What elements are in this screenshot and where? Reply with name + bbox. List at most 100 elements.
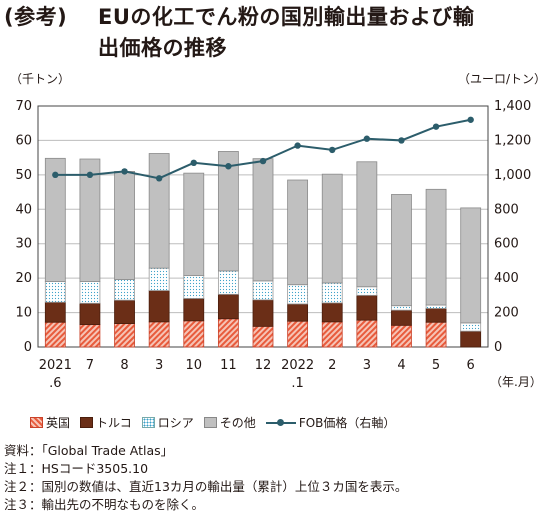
bar-tr	[217, 293, 239, 320]
legend-item-uk: 英国	[30, 414, 70, 431]
bar-other	[44, 157, 66, 282]
note-source: 資料：「Global Trade Atlas」	[4, 443, 174, 458]
y-left-tick-label: 10	[15, 306, 32, 321]
bar-ru	[183, 274, 205, 299]
bar-other	[183, 172, 205, 276]
title-line1: EUの化工でん粉の国別輸出量および輸	[98, 5, 475, 29]
bar-uk	[321, 321, 343, 348]
y-right-tick-label: 1,200	[494, 133, 531, 148]
bar-uk	[356, 319, 378, 348]
legend-swatch-ot	[203, 417, 217, 428]
title-prefix: (参考)	[4, 5, 68, 29]
bar-other	[79, 158, 101, 282]
y-right-tick-label: 1,000	[494, 168, 531, 183]
fob-point	[155, 175, 163, 182]
y-right-tick-label: 1,400	[494, 99, 531, 114]
fob-line-group	[52, 116, 474, 182]
note-2: 注２：国別の数値は、直近13カ月の輸出量（累計）上位３カ国を表示。	[4, 479, 408, 494]
fob-point	[86, 171, 94, 179]
fob-point	[329, 146, 336, 154]
fob-point	[294, 142, 301, 149]
bar-ru	[44, 281, 66, 303]
bar-ru	[217, 270, 239, 295]
legend-label-fob: FOB価格（右軸）	[298, 416, 396, 430]
bar-other	[252, 158, 274, 282]
y-left-tick-label: 50	[15, 168, 32, 183]
bar-tr	[460, 330, 482, 348]
bar-uk	[252, 325, 274, 348]
bar-tr	[321, 302, 343, 323]
x-tick-label: 11	[220, 358, 237, 373]
bar-ru	[460, 322, 482, 332]
bar-ru	[252, 280, 274, 301]
x-tick-label: 10	[185, 358, 202, 373]
bar-uk	[44, 321, 66, 348]
legend-item-ru: ロシア	[141, 414, 194, 431]
y-left-tick-label: 40	[15, 202, 32, 217]
y-right-tick-label: 400	[494, 271, 519, 286]
title-line2: 出価格の推移	[98, 36, 227, 60]
y-left-tick-label: 70	[15, 99, 32, 114]
y-right-tick-label: 600	[494, 237, 519, 252]
legend-label-ot: その他	[219, 416, 256, 430]
bar-tr	[287, 303, 309, 322]
bar-uk	[217, 318, 239, 348]
y-left-tick-label: 60	[15, 133, 32, 148]
notes: 資料：「Global Trade Atlas」 注１：HSコード3505.10 …	[4, 442, 407, 514]
legend-swatch-tr	[80, 417, 94, 428]
bar-uk	[114, 323, 135, 348]
y-right-tick-label: 0	[494, 340, 502, 355]
bars-group	[44, 151, 482, 348]
fob-point	[121, 168, 128, 175]
x-tick-label: 2022	[281, 358, 314, 373]
bar-ru	[114, 279, 135, 301]
y-left-tick-label: 30	[15, 237, 32, 252]
fob-point	[225, 163, 232, 170]
legend-item-ot: その他	[203, 414, 256, 431]
fob-point	[363, 135, 371, 142]
bar-tr	[252, 299, 274, 327]
bar-ru	[321, 282, 343, 304]
bar-other	[217, 151, 239, 272]
x-tick-label: 3	[155, 358, 163, 373]
x-axis-unit: （年.月）	[490, 375, 542, 389]
bar-ru	[79, 281, 101, 304]
x-tick-label: 5	[432, 358, 440, 373]
x-tick-label: 2	[328, 358, 336, 373]
fob-point	[467, 116, 474, 123]
x-tick-label: .6	[49, 376, 61, 391]
bar-tr	[183, 298, 205, 322]
y-left-tick-label: 20	[15, 271, 32, 286]
x-tick-label: 12	[255, 358, 272, 373]
x-tick-label: 8	[120, 358, 128, 373]
fob-point	[190, 159, 197, 167]
legend-label-tr: トルコ	[96, 416, 132, 430]
bar-other	[148, 153, 170, 269]
x-tick-label: 4	[397, 358, 405, 373]
legend-item-tr: トルコ	[80, 414, 132, 431]
legend-label-ru: ロシア	[157, 416, 194, 430]
fob-point	[432, 123, 440, 130]
x-tick-label: 2021	[39, 358, 72, 373]
bar-tr	[148, 290, 170, 323]
bar-ru	[391, 305, 412, 311]
bar-uk	[425, 321, 447, 348]
bar-uk	[391, 324, 412, 348]
bar-uk	[183, 320, 205, 348]
legend-swatch-uk	[30, 417, 43, 428]
y-right-tick-label: 200	[494, 306, 519, 321]
bar-other	[425, 188, 447, 306]
bar-other	[356, 161, 378, 288]
legend-label-uk: 英国	[46, 416, 71, 430]
legend-item-fob: FOB価格（右軸）	[265, 414, 396, 431]
note-3: 注３：輸出先の不明なものを除く。	[4, 497, 205, 512]
left-axis-unit: （千トン）	[10, 72, 71, 86]
fob-point	[259, 157, 267, 165]
y-left-tick-label: 0	[24, 340, 32, 355]
bar-ru	[425, 304, 447, 309]
tick-labels-group: 0 0 10 200 20 400 30 600 40 800 50 1,000 60 1,200 70 1,…	[15, 99, 531, 391]
x-tick-label: .1	[291, 376, 303, 391]
legend-swatch-ru	[141, 417, 155, 428]
y-right-tick-label: 800	[494, 202, 519, 217]
bar-other	[391, 194, 412, 307]
